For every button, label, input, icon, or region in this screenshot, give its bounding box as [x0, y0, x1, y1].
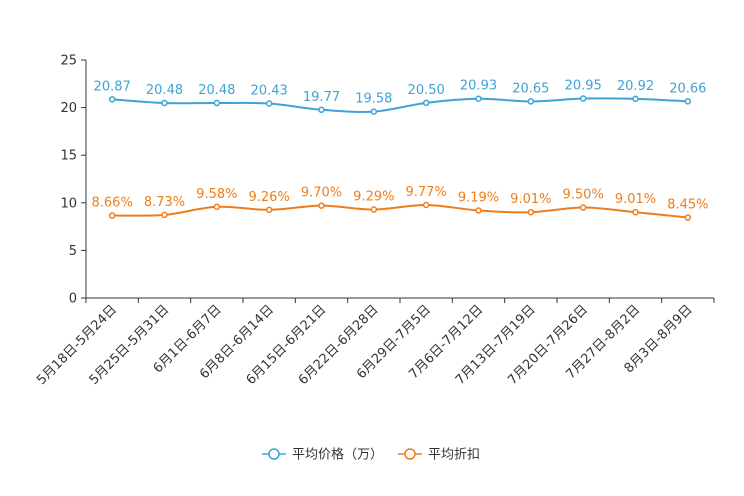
data-label: 20.93	[460, 79, 497, 94]
data-label: 20.43	[251, 84, 288, 99]
data-point[interactable]	[370, 108, 378, 115]
legend[interactable]: 平均价格（万） 平均折扣	[262, 447, 480, 463]
legend-label: 平均价格（万）	[292, 447, 383, 463]
data-point[interactable]	[684, 98, 692, 105]
series-line	[112, 203, 688, 219]
data-point[interactable]	[265, 100, 273, 107]
data-point[interactable]	[579, 204, 587, 211]
data-point[interactable]	[108, 96, 116, 103]
data-label: 8.66%	[92, 196, 133, 211]
data-point[interactable]	[213, 203, 221, 211]
data-point[interactable]	[684, 214, 692, 221]
series-layer: 20.87 20.48 20.48 20.43 19.77 19.58 20.50 20.93…	[92, 79, 708, 221]
data-point[interactable]	[318, 106, 325, 114]
data-point[interactable]	[632, 208, 639, 216]
legend-label: 平均折扣	[428, 448, 480, 463]
y-tick-label: 10	[60, 196, 77, 211]
data-label: 9.77%	[406, 185, 447, 200]
y-tick-label: 5	[69, 244, 77, 259]
data-label: 20.48	[198, 83, 235, 98]
data-label: 20.50	[408, 83, 445, 98]
data-label: 8.45%	[667, 198, 708, 213]
data-label: 19.77	[303, 90, 340, 105]
data-label: 20.87	[94, 79, 131, 94]
y-axis-ticks: 0 5 10 15 20 25	[60, 54, 86, 307]
data-point[interactable]	[318, 202, 325, 209]
data-label: 9.58%	[196, 187, 237, 202]
data-label: 8.73%	[144, 195, 185, 210]
data-point[interactable]	[108, 212, 116, 219]
data-point[interactable]	[213, 99, 221, 107]
legend-marker-icon	[268, 448, 280, 460]
y-tick-label: 15	[60, 149, 77, 164]
data-label: 20.92	[617, 79, 654, 94]
data-point[interactable]	[632, 95, 639, 103]
data-label: 20.66	[669, 81, 706, 96]
data-label: 9.50%	[563, 188, 604, 203]
y-tick-label: 0	[69, 292, 77, 307]
data-point[interactable]	[422, 201, 430, 209]
data-label: 9.19%	[458, 191, 499, 206]
data-label: 9.01%	[510, 192, 551, 207]
data-point[interactable]	[475, 207, 482, 214]
data-label: 9.29%	[353, 190, 394, 205]
y-tick-label: 25	[60, 54, 77, 69]
data-point[interactable]	[527, 98, 535, 105]
data-label: 9.70%	[301, 186, 342, 201]
data-label: 9.01%	[615, 192, 656, 207]
series-1: 20.87 20.48 20.48 20.43 19.77 19.58 20.50 20.93…	[94, 79, 706, 115]
data-point[interactable]	[161, 211, 168, 219]
x-axis-ticks: 5月18日-5月24日5月25日-5月31日6月1日-6月7日6月8日-6月14…	[34, 298, 715, 388]
series-line	[112, 97, 688, 113]
y-tick-label: 20	[60, 101, 77, 116]
legend-marker-icon	[404, 448, 416, 460]
legend-item-2[interactable]: 平均折扣	[398, 448, 480, 463]
data-point[interactable]	[265, 206, 273, 214]
data-label: 19.58	[355, 92, 392, 107]
data-point[interactable]	[370, 206, 378, 213]
data-point[interactable]	[161, 99, 168, 107]
data-label: 20.48	[146, 83, 183, 98]
data-point[interactable]	[475, 95, 482, 102]
series-2: 8.66% 8.73% 9.58% 9.26% 9.70% 9.29% 9.77% 9.19%…	[92, 185, 708, 221]
data-point[interactable]	[422, 99, 430, 107]
data-label: 20.65	[512, 81, 549, 96]
legend-item-1[interactable]: 平均价格（万）	[262, 447, 383, 463]
data-label: 9.26%	[249, 190, 290, 205]
data-point[interactable]	[579, 95, 587, 102]
data-label: 20.95	[565, 79, 602, 94]
data-point[interactable]	[527, 208, 535, 216]
